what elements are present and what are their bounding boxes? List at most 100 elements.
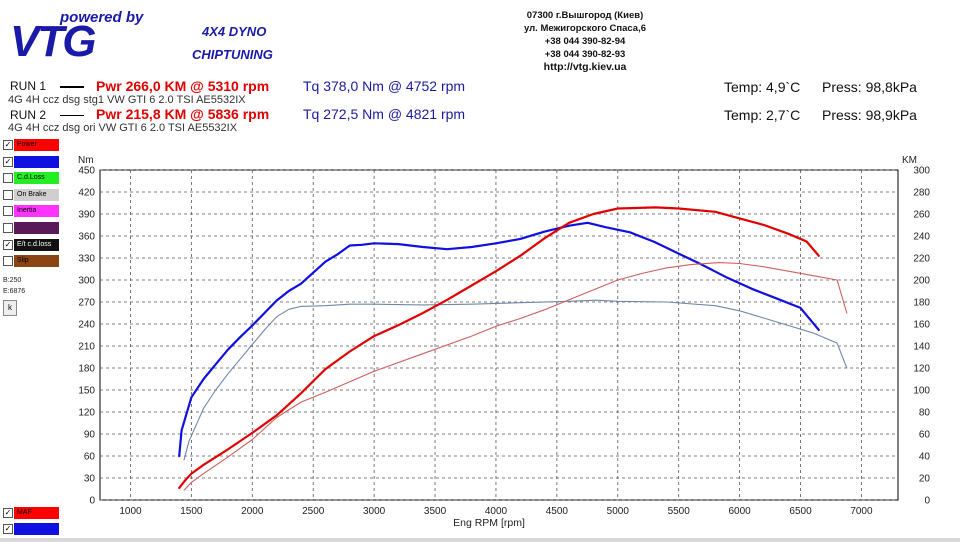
x-tick-label: 6000 (728, 506, 751, 517)
legend-swatch-label (14, 222, 59, 234)
logo-sub-dyno: 4X4 DYNO (201, 24, 266, 39)
k-button[interactable]: k (3, 300, 17, 316)
legend-swatch-label: E/t c.d.loss (14, 238, 59, 251)
x-tick-label: 3500 (424, 506, 447, 517)
run1-line-sample (60, 86, 84, 88)
x-tick-label: 1500 (180, 506, 203, 517)
legend-item[interactable]: Inertia (3, 205, 59, 218)
checkbox[interactable]: ✓ (3, 524, 13, 534)
legend-swatch-label: Slip (14, 255, 59, 268)
y-left-tick-label: 240 (78, 320, 95, 331)
legend-swatch-label (14, 155, 59, 168)
y-right-tick-label: 120 (913, 364, 930, 375)
y-left-tick-label: 0 (89, 496, 95, 507)
y-left-tick-label: 120 (78, 408, 95, 419)
y-right-tick-label: 140 (913, 342, 930, 353)
x-tick-label: 2000 (241, 506, 264, 517)
y-left-tick-label: 300 (78, 276, 95, 287)
y-left-tick-label: 450 (78, 166, 95, 177)
checkbox[interactable] (3, 256, 13, 267)
y-right-tick-label: 220 (913, 254, 930, 265)
run2-description: 4G 4H ccz dsg ori VW GTI 6 2.0 TSI AE553… (8, 122, 238, 134)
bottom-bar (0, 538, 960, 542)
run2-power: Pwr 215,8 KM @ 5836 rpm (96, 106, 270, 122)
x-tick-label: 7000 (850, 506, 873, 517)
checkbox[interactable] (3, 189, 13, 200)
series-line-4 (183, 262, 848, 491)
legend-item[interactable]: ✓ Power (3, 139, 59, 151)
checkbox[interactable] (3, 223, 13, 233)
bottom-legend-item[interactable]: ✓ (3, 523, 59, 535)
vtg-logo: powered by VTG 4X4 DYNO CHIPTUNING (10, 9, 273, 66)
x-tick-label: 5500 (668, 506, 691, 517)
checkbox[interactable] (3, 206, 13, 217)
x-tick-label: 4500 (546, 506, 569, 517)
logo-brand: VTG (10, 17, 95, 66)
y-right-tick-label: 60 (919, 430, 931, 441)
series-line-3 (178, 206, 820, 489)
checkbox[interactable]: ✓ (3, 239, 13, 250)
legend-item[interactable]: Slip (3, 255, 59, 268)
x-axis-label: Eng RPM [rpm] (453, 517, 525, 529)
y-right-tick-label: 20 (919, 474, 931, 485)
y-right-tick-label: 80 (919, 408, 931, 419)
checkbox[interactable]: ✓ (3, 156, 13, 167)
legend-swatch-label (14, 523, 59, 535)
legend-item[interactable]: C.d.Loss (3, 172, 59, 185)
y-left-tick-label: 60 (84, 452, 96, 463)
run2-press: Press: 98,9kPa (822, 107, 917, 123)
y-right-tick-label: 180 (913, 298, 930, 309)
x-tick-label: 5000 (607, 506, 630, 517)
y-right-tick-label: 0 (924, 496, 930, 507)
contact-street: ул. Межигорского Спаса,6 (523, 23, 647, 34)
checkbox[interactable]: ✓ (3, 508, 13, 518)
run2-torque: Tq 272,5 Nm @ 4821 rpm (303, 106, 466, 122)
y-left-axis-label: Nm (78, 155, 94, 166)
run1-temp: Temp: 4,9`C (724, 79, 801, 95)
y-left-tick-label: 390 (78, 210, 95, 221)
y-right-tick-label: 300 (913, 166, 930, 177)
checkbox[interactable] (3, 173, 13, 184)
y-right-tick-label: 280 (913, 188, 930, 199)
x-tick-label: 6500 (789, 506, 812, 517)
run1-description: 4G 4H ccz dsg stg1 VW GTI 6 2.0 TSI AE55… (8, 94, 246, 106)
x-tick-label: 3000 (363, 506, 386, 517)
run1-press: Press: 98,8kPa (822, 79, 917, 95)
y-left-tick-label: 210 (78, 342, 95, 353)
b-value: B:250 (3, 277, 22, 284)
legend-item[interactable]: ✓ E/t c.d.loss (3, 238, 59, 251)
run2-line-sample (60, 115, 84, 116)
run1-power: Pwr 266,0 KM @ 5310 rpm (96, 78, 270, 94)
legend-item[interactable]: ✓ (3, 155, 59, 168)
legend-swatch-label: Power (14, 139, 59, 151)
logo-sub-chiptuning: CHIPTUNING (192, 47, 273, 62)
bottom-legend-item[interactable]: ✓ MAF (3, 507, 59, 519)
run2-temp: Temp: 2,7`C (724, 107, 801, 123)
legend-swatch-label: On Brake (14, 188, 59, 201)
checkbox[interactable]: ✓ (3, 140, 13, 150)
contact-url: http://vtg.kiev.ua (543, 61, 627, 73)
dyno-chart: 0 30 60 90 120 150 180 210 240 270 300 330 360 390 420… (78, 155, 931, 529)
legend-item[interactable]: On Brake (3, 188, 59, 201)
series-line-2 (183, 299, 848, 461)
y-left-tick-label: 360 (78, 232, 95, 243)
run2-label: RUN 2 (10, 108, 47, 122)
x-tick-label: 2500 (302, 506, 325, 517)
legend-swatch-label: C.d.Loss (14, 172, 59, 185)
plot-area (99, 169, 899, 501)
y-left-tick-label: 270 (78, 298, 95, 309)
run1-torque: Tq 378,0 Nm @ 4752 rpm (303, 78, 466, 94)
legend-swatch-label: Inertia (14, 205, 59, 218)
legend-swatch-label: MAF (14, 507, 59, 519)
run1-label: RUN 1 (10, 79, 47, 93)
x-tick-label: 1000 (119, 506, 142, 517)
contact-address: 07300 г.Вышгород (Киев) (526, 10, 644, 21)
y-left-tick-label: 150 (78, 386, 95, 397)
y-left-tick-label: 420 (78, 188, 95, 199)
y-right-tick-label: 240 (913, 232, 930, 243)
y-left-tick-label: 30 (84, 474, 96, 485)
y-right-tick-label: 160 (913, 320, 930, 331)
y-left-tick-label: 180 (78, 364, 95, 375)
legend-item[interactable] (3, 222, 59, 234)
series-line-1 (178, 221, 820, 458)
